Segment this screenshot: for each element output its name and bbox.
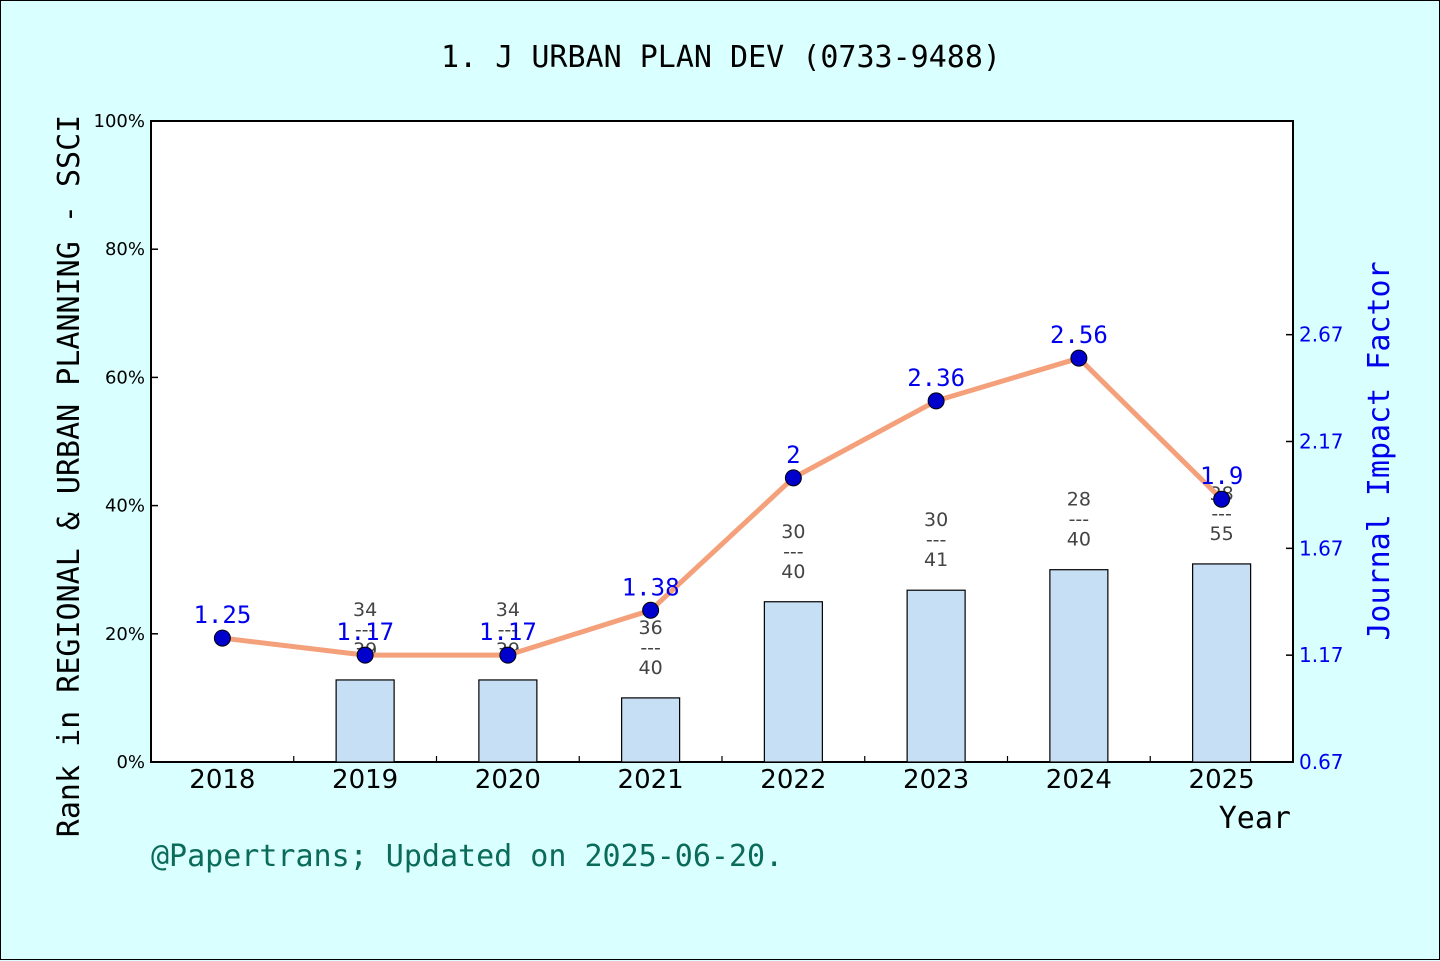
y2-tick-label: 1.67 — [1299, 536, 1344, 560]
rank-bar — [763, 601, 823, 763]
x-axis-label: Year — [1219, 801, 1291, 836]
rank-separator: --- — [1069, 509, 1090, 531]
y-tick-label: 100% — [94, 111, 145, 132]
y-axis-label: Rank in REGIONAL & URBAN PLANNING - SSCI — [52, 115, 87, 837]
impact-factor-label: 1.17 — [336, 618, 394, 646]
rank-bar — [1192, 563, 1252, 763]
impact-factor-label: 2.36 — [907, 364, 965, 392]
rank-bar — [906, 589, 966, 763]
rank-separator: --- — [355, 619, 376, 641]
x-tick-label: 2019 — [332, 765, 398, 795]
impact-factor-label: 1.9 — [1200, 462, 1243, 490]
x-tick-label: 2025 — [1189, 765, 1255, 795]
impact-factor-label: 1.25 — [193, 601, 251, 629]
rank-numerator: 30 — [924, 509, 948, 531]
impact-factor-marker — [499, 646, 517, 664]
y2-tick-label: 2.17 — [1299, 430, 1344, 454]
rank-bar — [621, 697, 681, 763]
rank-total: 40 — [1067, 529, 1091, 551]
y2-tick-label: 2.67 — [1299, 323, 1344, 347]
impact-factor-label: 2 — [786, 441, 800, 469]
y-tick-label: 60% — [105, 367, 145, 388]
rank-numerator: 34 — [353, 599, 377, 621]
impact-factor-line — [222, 355, 1224, 658]
x-tick-label: 2021 — [618, 765, 684, 795]
impact-factor-marker — [927, 392, 945, 410]
plot-frame — [150, 120, 1294, 763]
x-tick-label: 2020 — [475, 765, 541, 795]
chart-title: 1. J URBAN PLAN DEV (0733-9488) — [441, 40, 1001, 75]
rank-bar — [478, 679, 538, 763]
rank-numerator: 28 — [1067, 489, 1091, 511]
y2-tick-label: 0.67 — [1299, 750, 1344, 774]
impact-factor-marker — [356, 646, 374, 664]
impact-factor-marker — [213, 629, 231, 647]
rank-numerator: 34 — [496, 599, 520, 621]
x-tick-label: 2022 — [760, 765, 826, 795]
rank-separator: --- — [498, 619, 519, 641]
y2-tick-label: 1.17 — [1299, 643, 1344, 667]
impact-factor-marker — [1213, 490, 1231, 508]
impact-factor-marker — [1070, 349, 1088, 367]
rank-bar — [1049, 569, 1109, 763]
x-tick-label: 2023 — [903, 765, 969, 795]
impact-factor-marker — [784, 469, 802, 487]
y2-axis-label: Journal Impact Factor — [1362, 261, 1397, 640]
rank-total: 40 — [639, 657, 663, 679]
impact-factor-label: 1.17 — [479, 618, 537, 646]
rank-separator: --- — [783, 541, 804, 563]
rank-total: 41 — [924, 549, 948, 571]
rank-numerator: 30 — [781, 521, 805, 543]
y-tick-label: 80% — [105, 239, 145, 260]
impact-factor-marker — [642, 601, 660, 619]
y-tick-label: 40% — [105, 496, 145, 517]
update-note: @Papertrans; Updated on 2025-06-20. — [151, 839, 783, 874]
rank-total: 40 — [781, 561, 805, 583]
x-tick-label: 2024 — [1046, 765, 1112, 795]
impact-factor-label: 1.38 — [622, 573, 680, 601]
rank-separator: --- — [640, 637, 661, 659]
rank-bar — [335, 679, 395, 763]
impact-factor-label: 2.56 — [1050, 321, 1108, 349]
rank-separator: --- — [926, 529, 947, 551]
rank-separator: --- — [1211, 503, 1232, 525]
rank-numerator: 36 — [639, 617, 663, 639]
y-tick-label: 0% — [116, 752, 145, 773]
plot-area: 0% 20% 40% 60% 80% 100% 0.67 1.17 1.67 2.17 2.67 20… — [94, 111, 1344, 795]
y-tick-label: 20% — [105, 624, 145, 645]
rank-total: 55 — [1210, 523, 1234, 545]
x-tick-label: 2018 — [189, 765, 255, 795]
